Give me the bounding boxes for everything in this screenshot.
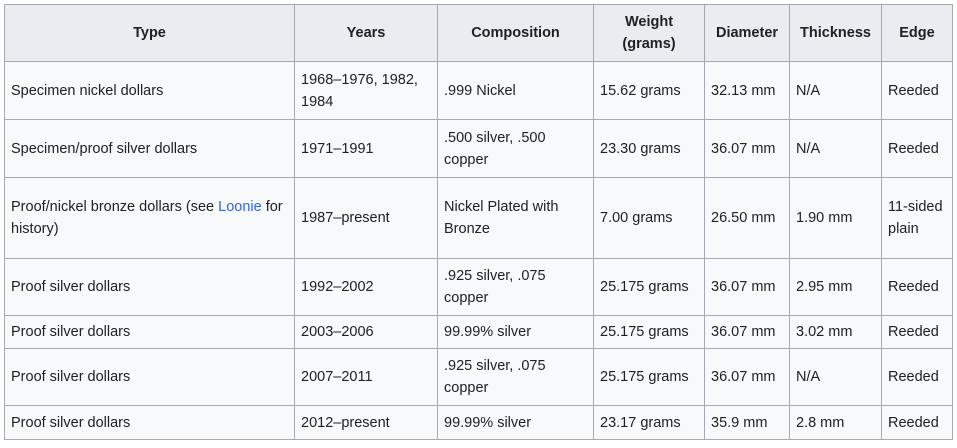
- cell-type: Proof silver dollars: [4, 348, 295, 406]
- cell-years: 1987–present: [294, 177, 438, 259]
- cell-composition: .925 silver, .075 copper: [437, 348, 594, 406]
- column-header-thickness[interactable]: Thickness: [789, 4, 882, 62]
- cell-weight: 25.175 grams: [593, 315, 705, 349]
- cell-thickness: N/A: [789, 119, 882, 178]
- cell-type: Proof/nickel bronze dollars (see Loonie …: [4, 177, 295, 259]
- cell-type-prefix: Proof/nickel bronze dollars (see: [11, 199, 219, 215]
- table-row: Specimen nickel dollars 1968–1976, 1982,…: [4, 61, 953, 120]
- cell-diameter: 36.07 mm: [704, 315, 790, 349]
- cell-years: 2007–2011: [294, 348, 438, 406]
- cell-years: 1992–2002: [294, 258, 438, 316]
- cell-years: 2003–2006: [294, 315, 438, 349]
- cell-thickness: 1.90 mm: [789, 177, 882, 259]
- cell-composition: .999 Nickel: [437, 61, 594, 120]
- column-header-diameter[interactable]: Diameter: [704, 4, 790, 62]
- loonie-link[interactable]: Loonie: [218, 199, 262, 215]
- cell-diameter: 35.9 mm: [704, 405, 790, 440]
- cell-type: Proof silver dollars: [4, 315, 295, 349]
- cell-type: Specimen/proof silver dollars: [4, 119, 295, 178]
- cell-edge: Reeded: [881, 61, 953, 120]
- column-header-years[interactable]: Years: [294, 4, 438, 62]
- coin-specifications-table: Type Years Composition Weight (grams) Di…: [4, 4, 953, 440]
- table-row: Proof silver dollars 2007–2011 .925 silv…: [4, 348, 953, 406]
- cell-weight: 25.175 grams: [593, 348, 705, 406]
- cell-diameter: 36.07 mm: [704, 348, 790, 406]
- cell-composition: 99.99% silver: [437, 405, 594, 440]
- cell-weight: 23.17 grams: [593, 405, 705, 440]
- cell-years: 1968–1976, 1982, 1984: [294, 61, 438, 120]
- table-row: Proof/nickel bronze dollars (see Loonie …: [4, 177, 953, 259]
- cell-edge: Reeded: [881, 348, 953, 406]
- table-row: Proof silver dollars 1992–2002 .925 silv…: [4, 258, 953, 316]
- cell-diameter: 32.13 mm: [704, 61, 790, 120]
- cell-edge: Reeded: [881, 119, 953, 178]
- cell-composition: Nickel Plated with Bronze: [437, 177, 594, 259]
- cell-edge: 11-sided plain: [881, 177, 953, 259]
- table-row: Proof silver dollars 2012–present 99.99%…: [4, 405, 953, 440]
- cell-thickness: N/A: [789, 348, 882, 406]
- cell-type: Proof silver dollars: [4, 258, 295, 316]
- cell-weight: 23.30 grams: [593, 119, 705, 178]
- column-header-type[interactable]: Type: [4, 4, 295, 62]
- cell-composition: .500 silver, .500 copper: [437, 119, 594, 178]
- cell-years: 2012–present: [294, 405, 438, 440]
- table-row: Proof silver dollars 2003–2006 99.99% si…: [4, 315, 953, 349]
- cell-edge: Reeded: [881, 405, 953, 440]
- cell-diameter: 26.50 mm: [704, 177, 790, 259]
- cell-diameter: 36.07 mm: [704, 258, 790, 316]
- cell-composition: .925 silver, .075 copper: [437, 258, 594, 316]
- cell-weight: 25.175 grams: [593, 258, 705, 316]
- cell-years: 1971–1991: [294, 119, 438, 178]
- cell-diameter: 36.07 mm: [704, 119, 790, 178]
- cell-composition: 99.99% silver: [437, 315, 594, 349]
- cell-type: Proof silver dollars: [4, 405, 295, 440]
- column-header-edge[interactable]: Edge: [881, 4, 953, 62]
- header-row: Type Years Composition Weight (grams) Di…: [4, 4, 953, 62]
- cell-weight: 15.62 grams: [593, 61, 705, 120]
- cell-edge: Reeded: [881, 258, 953, 316]
- cell-type: Specimen nickel dollars: [4, 61, 295, 120]
- cell-type-suffix: for history): [11, 199, 283, 237]
- column-header-composition[interactable]: Composition: [437, 4, 594, 62]
- cell-thickness: N/A: [789, 61, 882, 120]
- cell-edge: Reeded: [881, 315, 953, 349]
- cell-thickness: 3.02 mm: [789, 315, 882, 349]
- column-header-weight[interactable]: Weight (grams): [593, 4, 705, 62]
- cell-thickness: 2.8 mm: [789, 405, 882, 440]
- cell-thickness: 2.95 mm: [789, 258, 882, 316]
- cell-weight: 7.00 grams: [593, 177, 705, 259]
- table-row: Specimen/proof silver dollars 1971–1991 …: [4, 119, 953, 178]
